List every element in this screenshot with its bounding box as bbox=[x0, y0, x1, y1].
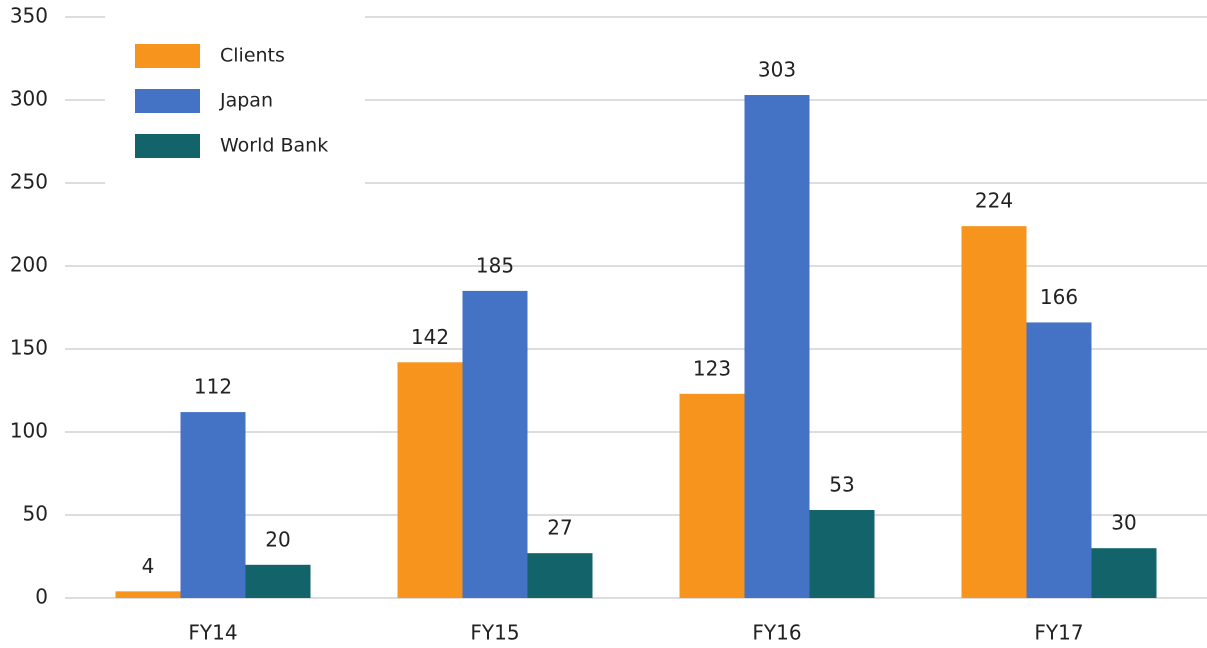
bar bbox=[397, 362, 463, 598]
x-tick-label: FY16 bbox=[752, 621, 801, 645]
bar bbox=[809, 510, 875, 598]
bar bbox=[115, 591, 181, 598]
legend-label: Clients bbox=[220, 45, 285, 67]
data-label: 112 bbox=[194, 375, 232, 399]
bar bbox=[1091, 548, 1157, 598]
bar bbox=[679, 393, 745, 598]
y-tick-label: 150 bbox=[10, 336, 48, 360]
data-label: 4 bbox=[142, 554, 155, 578]
bar bbox=[961, 226, 1027, 598]
legend-swatch bbox=[135, 89, 200, 113]
bar bbox=[245, 564, 311, 598]
legend-swatch bbox=[135, 134, 200, 158]
bar bbox=[180, 412, 246, 598]
data-label: 166 bbox=[1040, 285, 1078, 309]
bar bbox=[1026, 322, 1092, 598]
data-label: 224 bbox=[975, 189, 1013, 213]
bar bbox=[462, 290, 528, 598]
bar bbox=[527, 553, 593, 598]
data-label: 27 bbox=[547, 516, 572, 540]
y-tick-label: 100 bbox=[10, 419, 48, 443]
y-tick-label: 300 bbox=[10, 87, 48, 111]
data-label: 53 bbox=[829, 473, 854, 497]
legend-label: Japan bbox=[219, 90, 273, 112]
bar bbox=[744, 95, 810, 599]
x-tick-label: FY17 bbox=[1034, 621, 1083, 645]
data-label: 20 bbox=[265, 527, 290, 551]
y-tick-label: 200 bbox=[10, 253, 48, 277]
y-tick-label: 50 bbox=[23, 502, 48, 526]
x-tick-label: FY14 bbox=[188, 621, 237, 645]
data-label: 30 bbox=[1111, 511, 1136, 535]
legend-swatch bbox=[135, 44, 200, 68]
x-tick-label: FY15 bbox=[470, 621, 519, 645]
legend-label: World Bank bbox=[220, 135, 328, 157]
data-label: 142 bbox=[411, 325, 449, 349]
data-label: 303 bbox=[758, 58, 796, 82]
data-label: 185 bbox=[476, 253, 514, 277]
y-tick-label: 350 bbox=[10, 4, 48, 28]
y-tick-label: 0 bbox=[35, 585, 48, 609]
data-label: 123 bbox=[693, 356, 731, 380]
y-tick-label: 250 bbox=[10, 170, 48, 194]
